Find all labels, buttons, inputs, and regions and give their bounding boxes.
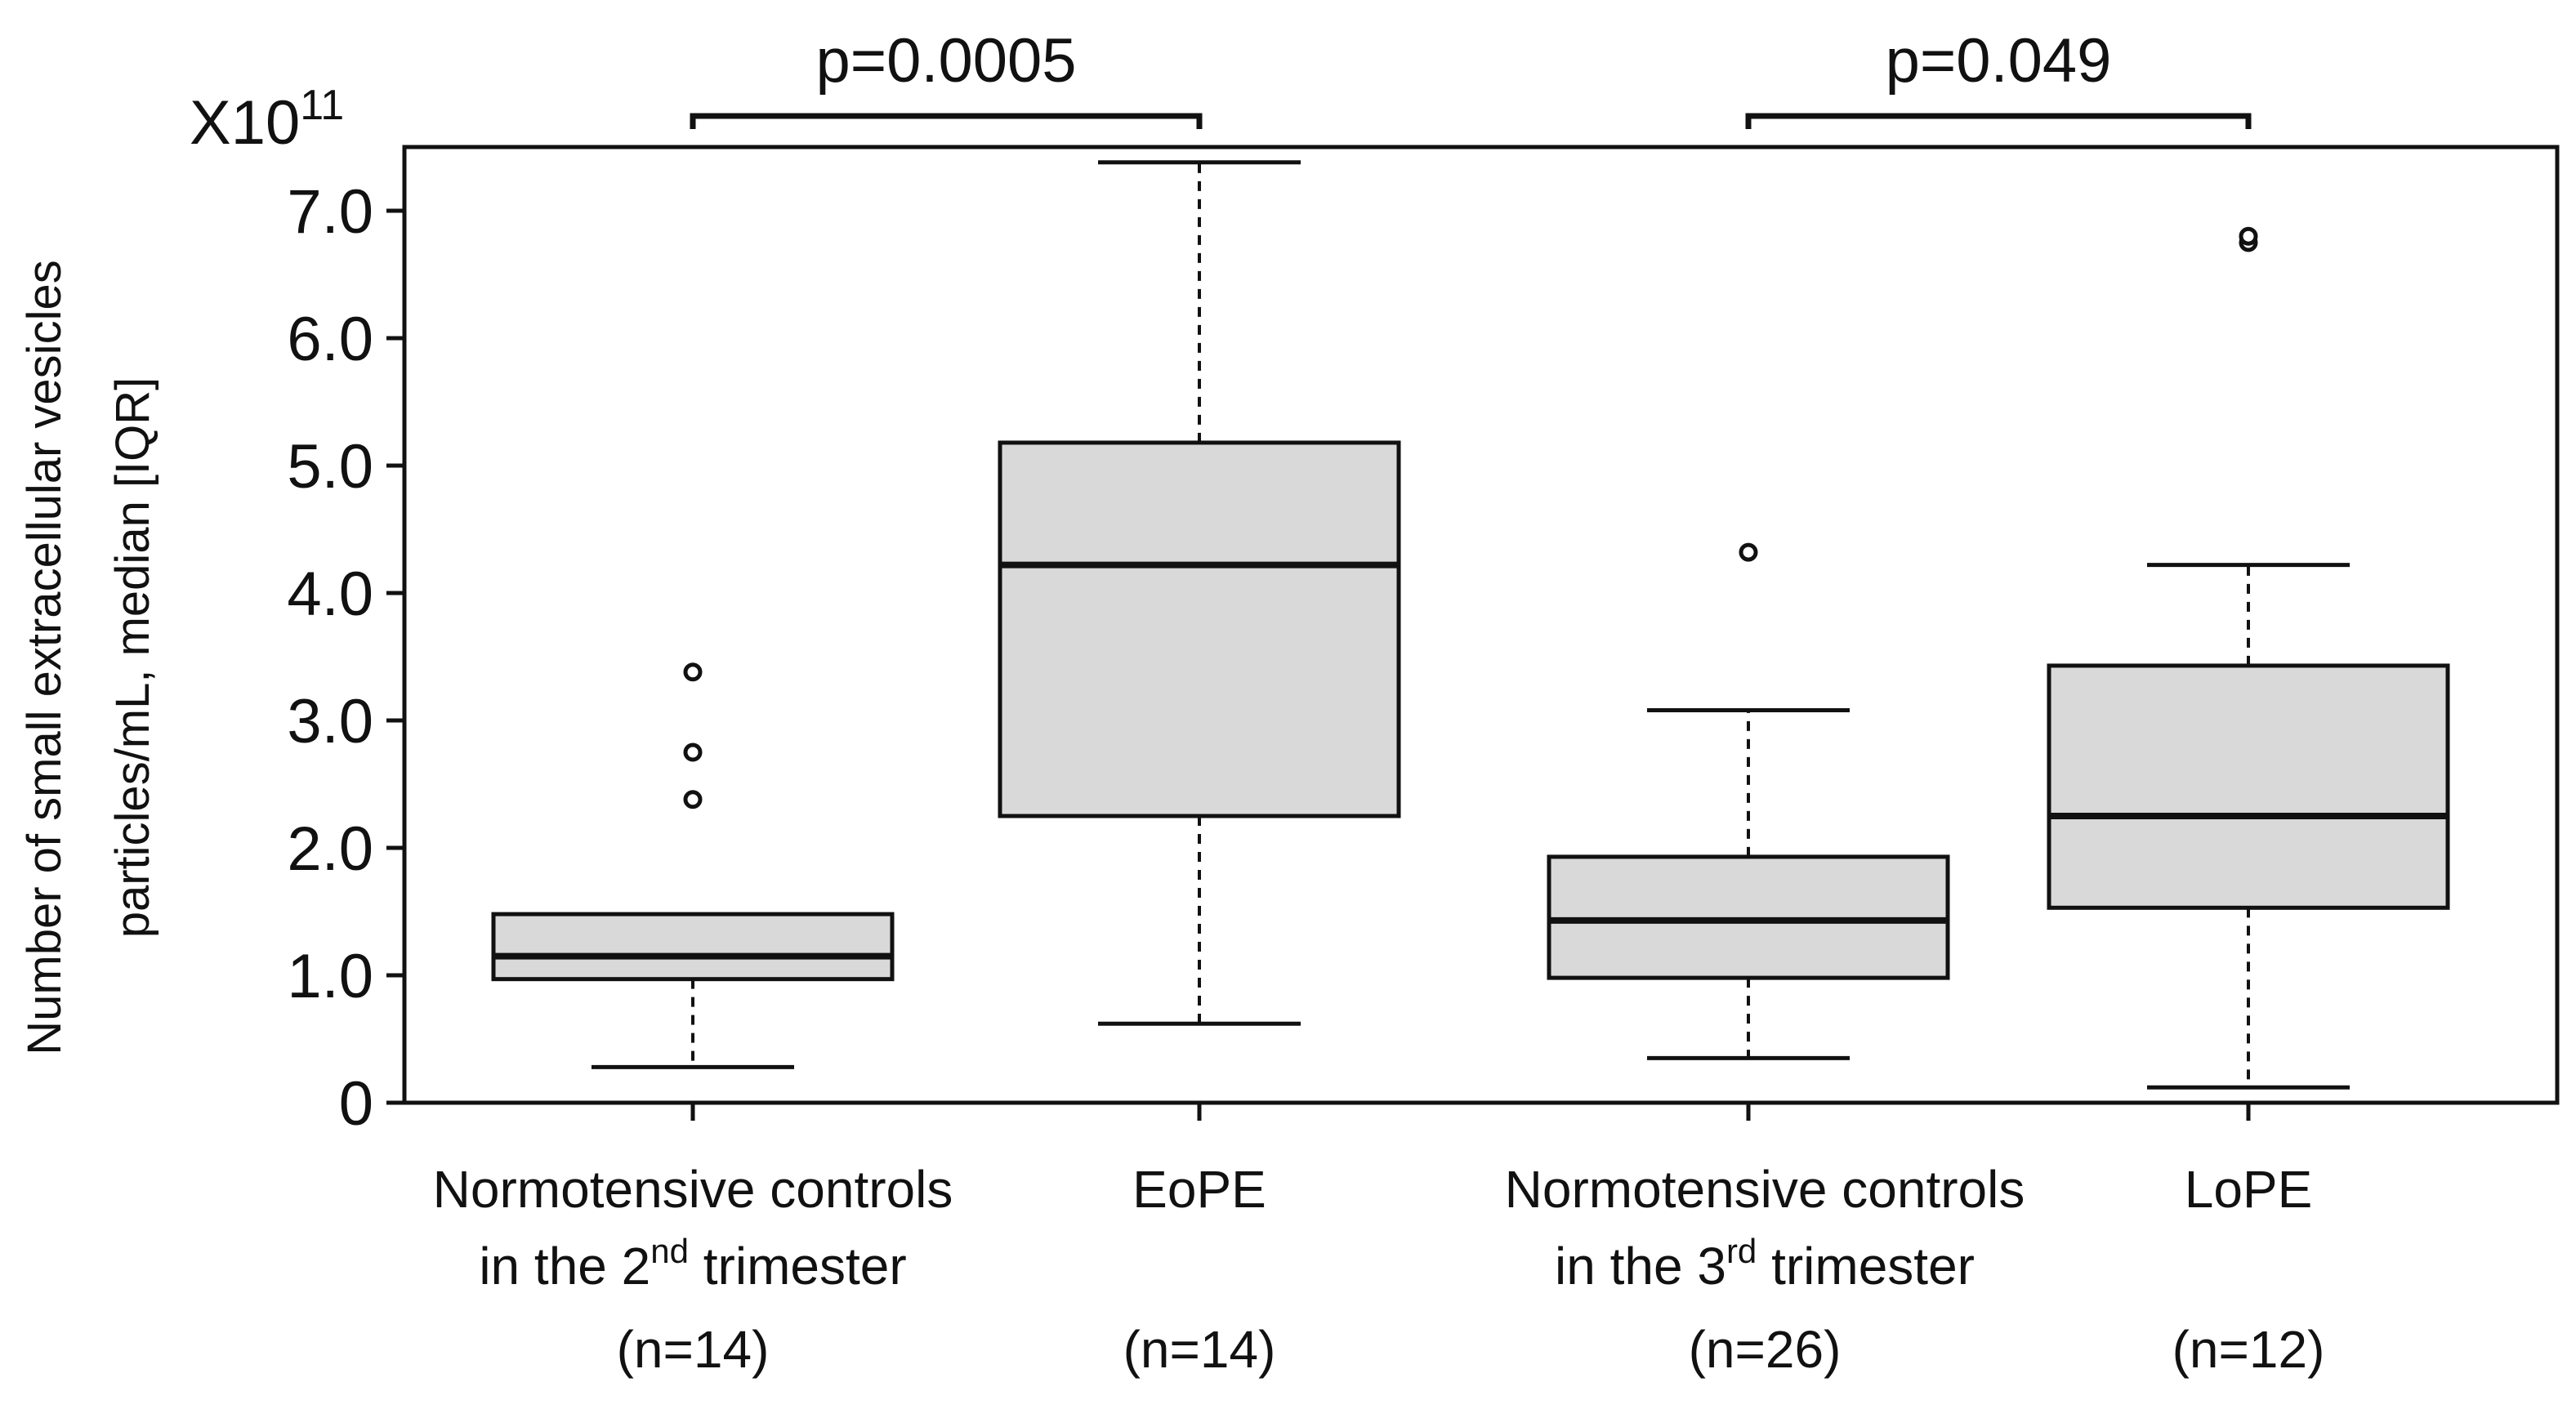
y-tick-label: 7.0 [287, 177, 373, 247]
category-label-nc3: in the 3rd trimester [1555, 1232, 1975, 1295]
y-axis-label: Number of small extracellular vesicles pa… [18, 260, 159, 1055]
significance-bracket-nc2-eope [690, 113, 1203, 129]
y-tick-label: 3.0 [287, 687, 373, 756]
y-tick-label: 0 [339, 1069, 373, 1139]
category-label-nc3: Normotensive controls [1505, 1160, 2025, 1219]
box-lope-iqr [2047, 663, 2450, 910]
plot-frame [402, 145, 2560, 1105]
box-eope-iqr [998, 440, 1401, 818]
y-axis-label-line: Number of small extracellular vesicles [18, 260, 71, 1055]
category-label-lope: (n=12) [2172, 1320, 2325, 1379]
category-label-nc2: in the 2nd trimester [479, 1232, 906, 1295]
box-lope-outlier [2239, 226, 2258, 246]
box-nc2-outlier [683, 742, 703, 762]
category-label-nc2: Normotensive controls [433, 1160, 953, 1219]
category-label-eope: (n=14) [1123, 1320, 1276, 1379]
box-nc2-outlier [683, 790, 703, 809]
box-nc2-outlier [683, 662, 703, 682]
y-multiplier: X1011 [190, 82, 344, 158]
y-tick-label: 1.0 [287, 942, 373, 1011]
category-label-eope: EoPE [1132, 1160, 1266, 1219]
category-label-nc2: (n=14) [617, 1320, 770, 1379]
box-nc3-outlier [1739, 542, 1758, 562]
category-label-nc3: (n=26) [1689, 1320, 1842, 1379]
y-tick-label: 4.0 [287, 560, 373, 629]
y-tick-label: 2.0 [287, 814, 373, 884]
category-label-lope: LoPE [2185, 1160, 2313, 1219]
significance-bracket-nc3-lope [1745, 113, 2252, 129]
y-tick-label: 5.0 [287, 432, 373, 502]
box-nc2-iqr [491, 912, 895, 982]
y-tick-label: 6.0 [287, 305, 373, 374]
y-axis-label-line: particles/mL, median [IQR] [106, 377, 159, 939]
p-value-label: p=0.0005 [815, 26, 1076, 96]
p-value-label: p=0.049 [1886, 26, 2112, 96]
